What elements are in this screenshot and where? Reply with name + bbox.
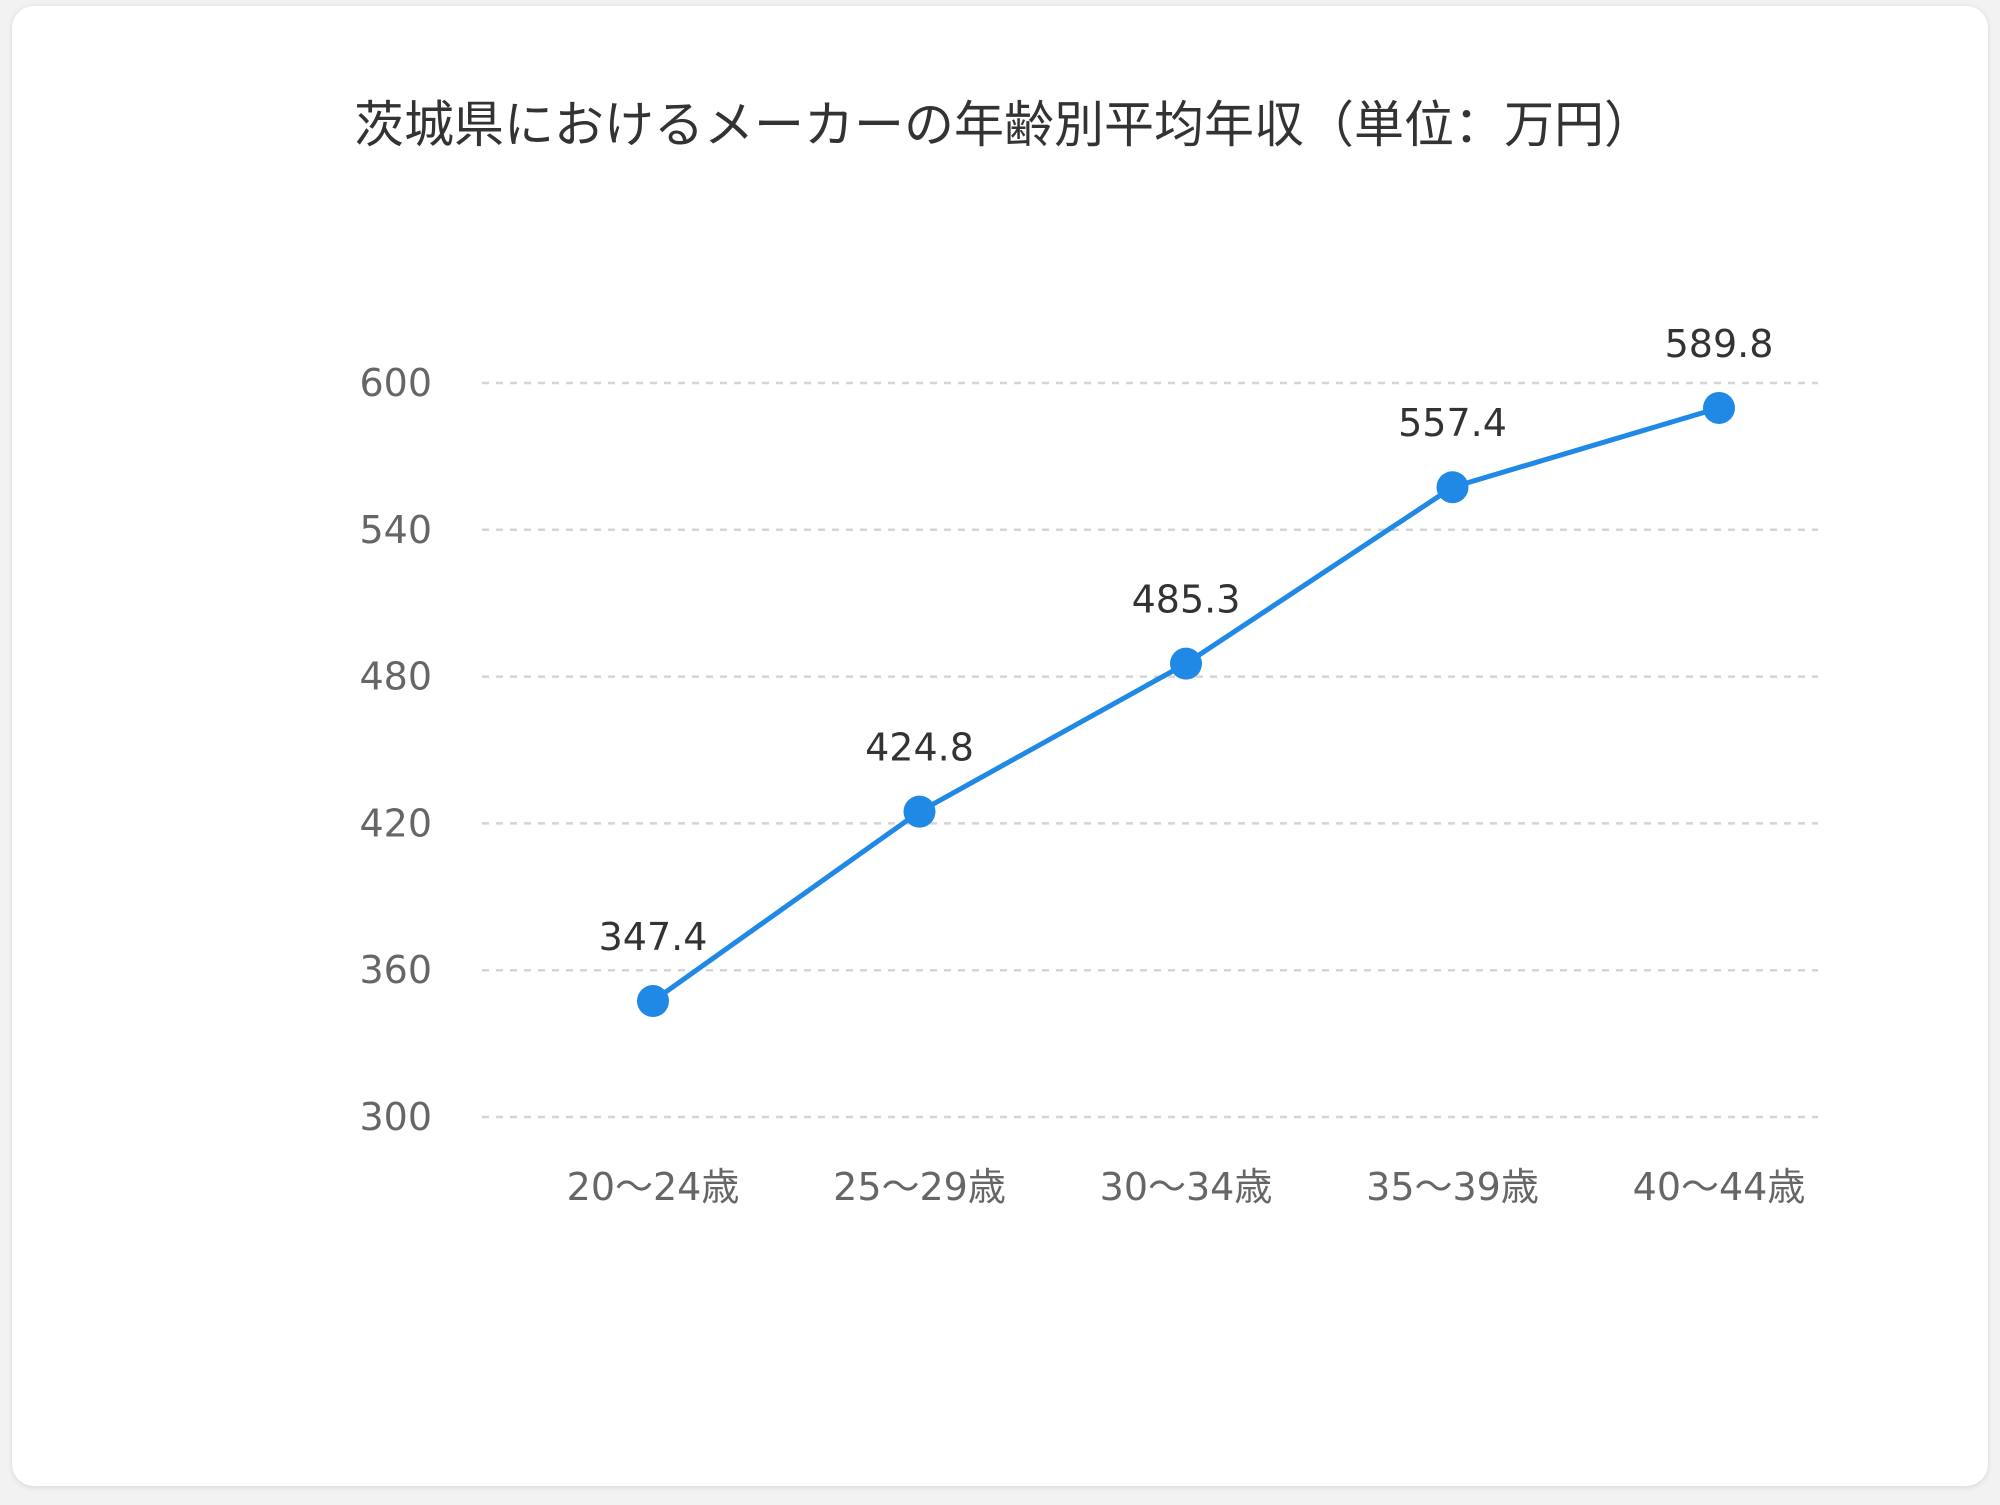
x-tick-label: 25〜29歳: [833, 1165, 1006, 1209]
data-label: 485.3: [1132, 578, 1241, 622]
series-line: [650, 405, 1722, 1004]
y-tick-label: 420: [359, 801, 432, 845]
data-label: 347.4: [599, 915, 708, 959]
y-tick-label: 600: [359, 361, 432, 405]
data-point: [1170, 647, 1202, 680]
data-label-layer: 347.4 424.8 485.3 557.4 589.8: [599, 322, 1774, 959]
series-layer: [637, 391, 1735, 1018]
data-point: [637, 985, 669, 1018]
x-tick-label: 35〜39歳: [1366, 1165, 1539, 1209]
x-axis: 20〜24歳 25〜29歳 30〜34歳 35〜39歳 40〜44歳: [567, 1165, 1806, 1209]
chart-card: 茨城県におけるメーカーの年齢別平均年収（単位：万円） 300 360 420 480 5…: [12, 6, 1988, 1486]
data-point: [1703, 391, 1735, 424]
x-tick-label: 20〜24歳: [567, 1165, 740, 1209]
y-tick-label: 480: [359, 655, 432, 699]
data-point: [1436, 471, 1469, 504]
data-label: 589.8: [1665, 322, 1774, 366]
grid-layer: [482, 381, 1818, 1119]
data-label: 557.4: [1398, 401, 1507, 445]
x-tick-label: 40〜44歳: [1633, 1165, 1806, 1209]
data-point: [903, 795, 936, 828]
y-tick-label: 540: [359, 508, 432, 552]
chart-title: 茨城県におけるメーカーの年齢別平均年収（単位：万円）: [354, 96, 1654, 154]
y-tick-label: 360: [359, 948, 432, 992]
y-tick-label: 300: [359, 1095, 432, 1139]
line-chart: 茨城県におけるメーカーの年齢別平均年収（単位：万円） 300 360 420 480 5…: [354, 96, 1818, 1209]
data-label: 424.8: [865, 726, 974, 770]
x-tick-label: 30〜34歳: [1100, 1165, 1273, 1209]
y-axis: 300 360 420 480 540 600: [359, 361, 432, 1139]
